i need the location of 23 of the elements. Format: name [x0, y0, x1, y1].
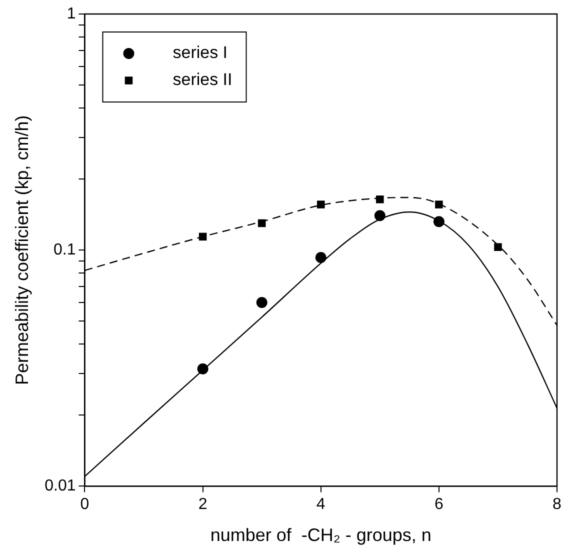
point	[435, 200, 443, 208]
point	[256, 296, 268, 308]
x-axis-title: number of -CH₂ - groups, n	[210, 525, 432, 546]
y-tick-label: 1	[66, 5, 76, 22]
point	[316, 200, 325, 208]
x-tick-label: 0	[80, 496, 90, 514]
point	[494, 243, 502, 251]
x-tick-label: 4	[316, 496, 326, 514]
legend-label: series I	[172, 43, 228, 62]
point	[258, 219, 266, 228]
point	[315, 252, 326, 264]
x-tick-label: 8	[552, 496, 562, 514]
point	[376, 195, 384, 204]
point	[374, 210, 386, 222]
point	[433, 216, 444, 228]
x-tick-label: 2	[198, 496, 208, 514]
legend-label: series II	[172, 70, 232, 90]
point	[197, 363, 208, 374]
point	[198, 232, 207, 241]
y-tick-label: 0.01	[44, 478, 76, 495]
y-tick-label: 0.1	[53, 242, 76, 259]
y-axis-title: Permeability coefficient (kp, cm/h)	[12, 115, 32, 385]
x-tick-label: 6	[434, 496, 444, 514]
